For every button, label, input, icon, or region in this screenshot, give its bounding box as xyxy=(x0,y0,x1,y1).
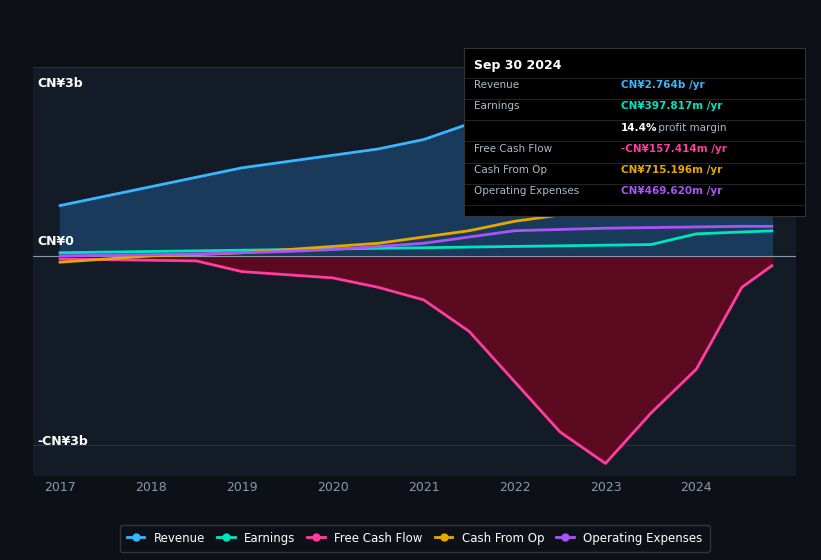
Text: Free Cash Flow: Free Cash Flow xyxy=(474,144,553,154)
Text: Revenue: Revenue xyxy=(474,80,519,90)
Text: Sep 30 2024: Sep 30 2024 xyxy=(474,59,562,72)
Text: Operating Expenses: Operating Expenses xyxy=(474,186,580,196)
Text: 14.4%: 14.4% xyxy=(621,123,657,133)
Text: CN¥2.764b /yr: CN¥2.764b /yr xyxy=(621,80,704,90)
Text: CN¥3b: CN¥3b xyxy=(38,77,83,90)
Text: CN¥715.196m /yr: CN¥715.196m /yr xyxy=(621,165,722,175)
Text: CN¥0: CN¥0 xyxy=(38,235,74,248)
Text: CN¥397.817m /yr: CN¥397.817m /yr xyxy=(621,101,722,111)
Text: profit margin: profit margin xyxy=(654,123,726,133)
Text: Cash From Op: Cash From Op xyxy=(474,165,547,175)
Legend: Revenue, Earnings, Free Cash Flow, Cash From Op, Operating Expenses: Revenue, Earnings, Free Cash Flow, Cash … xyxy=(120,525,709,552)
Text: CN¥469.620m /yr: CN¥469.620m /yr xyxy=(621,186,722,196)
Text: -CN¥3b: -CN¥3b xyxy=(38,435,88,448)
Text: Earnings: Earnings xyxy=(474,101,520,111)
Text: -CN¥157.414m /yr: -CN¥157.414m /yr xyxy=(621,144,727,154)
